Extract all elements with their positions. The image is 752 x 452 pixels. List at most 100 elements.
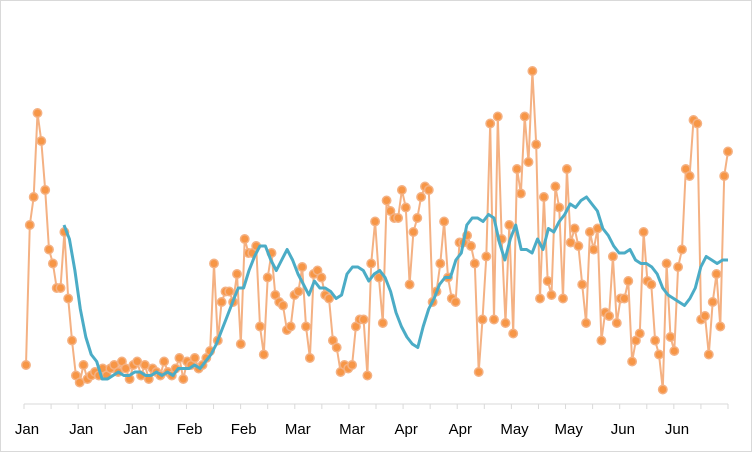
data-point [542,276,553,286]
series-daily-line [25,70,729,391]
x-tick-label: Apr [394,421,417,438]
data-point [362,370,373,381]
x-tick-label: Jun [665,421,689,438]
data-point [527,66,538,76]
data-point [258,349,269,360]
data-point [561,164,572,174]
data-point [554,202,565,213]
data-point [63,293,74,304]
data-point [32,108,43,118]
data-point [78,360,89,370]
x-tick-label: Feb [177,421,203,438]
x-tick-label: Jan [123,421,147,438]
data-point [373,272,384,283]
data-point [473,367,484,377]
data-point [285,321,296,332]
data-point [700,311,710,321]
data-point [535,293,545,304]
data-point [301,321,311,332]
x-tick-label: Jan [15,421,39,438]
x-tick-label: Jun [611,421,635,438]
data-point [262,272,273,283]
data-point [450,297,461,307]
x-axis-ticks [23,404,729,409]
data-point [519,111,530,122]
data-point [684,171,695,181]
data-point [469,258,480,269]
data-point [36,136,47,146]
series-daily-values [21,66,733,395]
data-point [423,185,434,195]
data-point [481,251,492,262]
data-point [577,279,588,290]
data-point [504,220,515,230]
data-point [416,192,427,202]
data-point [189,353,200,363]
data-point [235,339,246,349]
data-point [232,269,242,279]
data-point [404,279,415,290]
data-point [224,286,235,297]
data-point [677,244,687,255]
data-point [24,220,35,230]
data-point [619,293,630,304]
data-point [439,216,450,227]
data-point [558,293,568,304]
data-point [654,349,664,360]
data-point [370,216,381,227]
x-tick-label: Apr [449,421,472,438]
data-point [715,321,726,332]
data-point [711,269,722,279]
data-point [358,314,369,325]
data-point [44,244,54,255]
data-point [316,272,327,283]
data-point [569,223,580,234]
data-point [500,318,511,328]
series-moving-average [62,195,728,381]
data-point [596,335,607,346]
data-point [611,318,622,328]
data-point [512,164,522,174]
data-point [278,300,288,311]
data-point [508,328,519,339]
data-point [347,360,358,370]
data-point [331,342,342,353]
data-point [239,234,250,244]
data-point [538,192,549,202]
x-tick-label: Mar [285,421,311,438]
data-point [178,374,189,384]
data-point [707,297,718,307]
data-point [546,290,557,300]
data-point [581,318,592,328]
data-point [21,360,31,370]
data-point [324,293,334,304]
data-point [604,311,615,321]
data-point [216,297,227,307]
data-point [638,227,649,237]
data-point [255,321,265,332]
data-point [159,356,170,367]
data-point [627,356,638,367]
data-point [588,244,599,255]
data-point [477,314,488,325]
data-point [209,258,219,269]
data-point [47,258,58,269]
x-tick-label: May [500,421,529,438]
data-point [297,262,308,272]
data-point [719,171,730,181]
data-point [55,283,66,293]
data-point [28,192,39,202]
series-moving-average-line [62,195,728,381]
data-point [673,262,684,272]
data-point [67,335,77,346]
data-point [661,258,672,269]
data-point [466,241,476,251]
data-point [393,213,404,223]
data-point [550,181,561,192]
data-point [531,139,542,150]
data-point [523,157,534,167]
data-point [381,195,392,206]
data-point [304,353,315,363]
